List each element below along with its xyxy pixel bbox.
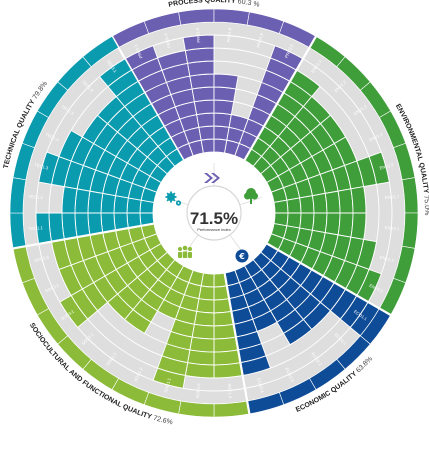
criterion-label: SOC1.1	[163, 377, 172, 393]
bar-cell-tec1-1	[48, 212, 65, 243]
criterion-label: ECO2.3	[284, 367, 295, 383]
criterion-label: PRO1.9	[255, 32, 264, 48]
center-disc: €	[153, 152, 275, 274]
bar-cell-pro1-6	[187, 60, 215, 77]
group-name: PROCESS QUALITY	[168, 0, 236, 9]
bar-cell-tec1-1	[87, 212, 104, 236]
bar-cell-pro1-6	[182, 34, 215, 52]
bar-cell-env1-7	[273, 199, 289, 214]
bar-cell-pro1-6	[184, 47, 215, 64]
bar-cell-pro1-6	[191, 86, 215, 103]
criterion-label: ECO2.4	[256, 378, 265, 394]
bar-cell-pro1-6	[198, 125, 215, 141]
criterion-label: TEC1.4	[45, 132, 61, 143]
group-separator	[12, 222, 155, 250]
bar-cell-soc1-6	[184, 362, 215, 379]
bar-cell-tec1-2	[113, 195, 129, 214]
criterion-label: ENV1.4	[368, 131, 384, 142]
criterion-label: ENV2.2	[379, 255, 395, 264]
criterion-band	[82, 35, 119, 68]
bar-cell-soc1-4	[213, 362, 244, 379]
bar-cell-tec1-2	[87, 190, 104, 214]
bar-cell-tec3-1	[98, 58, 133, 88]
criterion-label: SOC3.3	[34, 254, 50, 263]
bar-cell-env1-7	[324, 190, 341, 214]
bar-cell-env1-7	[311, 192, 328, 214]
bar-cell-soc1-4	[213, 336, 239, 353]
bar-cell-pro1-8	[213, 73, 239, 90]
bar-cell-env1-7	[350, 186, 367, 214]
group-score: 75.0%	[422, 193, 429, 215]
bar-cell-soc1-6	[193, 310, 215, 327]
bar-cell-pro1-6	[200, 138, 215, 154]
group-score: 72.6%	[150, 414, 173, 426]
bar-cell-pro1-8	[213, 86, 237, 103]
bar-cell-tec1-1	[35, 212, 53, 245]
criterion-label: TEC1.2	[29, 194, 44, 200]
chart-segments	[9, 8, 419, 418]
criterion-label: SOC1.6	[195, 383, 201, 399]
tree-icon	[244, 188, 258, 204]
group-caption-process: PROCESS QUALITY 60.3 %	[168, 0, 260, 9]
criterion-label: TEC1.3	[34, 162, 50, 171]
criterion-label: PRO1.1	[132, 43, 143, 59]
criterion-label: ENV1.7	[385, 194, 400, 200]
bar-cell-env1-7	[337, 188, 354, 214]
bar-cell-soc1-1	[152, 367, 186, 389]
bar-cell-tec1-2	[100, 192, 117, 214]
bar-cell-env1-7	[299, 195, 315, 214]
criterion-label: PRO1.8	[226, 27, 232, 43]
bar-cell-soc1-6	[196, 298, 215, 314]
bar-cell-soc1-6	[187, 349, 215, 366]
people-icon	[178, 245, 192, 258]
criterion-label: SOC1.2	[133, 366, 144, 382]
bar-cell-env2-1	[324, 212, 341, 236]
bar-cell-tec1-2	[74, 188, 91, 214]
group-separator	[266, 242, 392, 316]
criterion-label: PRO1.6	[195, 27, 201, 43]
svg-text:€: €	[238, 252, 245, 261]
bar-cell-eco2-2	[282, 318, 313, 346]
gear-icon	[165, 191, 182, 206]
bar-cell-tec1-1	[61, 212, 78, 240]
bar-cell-env1-5	[368, 151, 390, 185]
bar-cell-soc1-6	[191, 323, 215, 340]
bar-cell-pro1-8	[213, 112, 232, 128]
bar-cell-pro1-6	[196, 112, 215, 128]
criterion-label: ENV2.3	[369, 283, 385, 294]
criterion-label: SOC1.4	[227, 383, 233, 399]
criterion-label: SOC3.2	[44, 282, 60, 293]
process-icon	[204, 173, 220, 183]
group-separator	[223, 272, 251, 415]
criterion-label: PRO2.5	[284, 43, 295, 59]
bar-cell-env2-1	[311, 212, 328, 234]
bar-cell-env2-1	[350, 212, 367, 240]
overall-score: 71.5%	[190, 209, 238, 228]
bar-cell-env2-1	[299, 212, 315, 231]
bar-cell-tec1-2	[61, 186, 78, 214]
bar-cell-env1-7	[286, 197, 302, 214]
bar-cell-pro1-8	[213, 99, 235, 116]
group-score: 60.3 %	[235, 0, 260, 9]
bar-cell-env2-1	[337, 212, 354, 238]
criterion-label: ENV2.1	[385, 225, 400, 231]
bar-cell-soc1-6	[189, 336, 215, 353]
group-separator	[243, 35, 317, 161]
euro-icon: €	[235, 249, 249, 263]
bar-cell-pro1-6	[189, 73, 215, 90]
overall-label: Performance index	[197, 227, 231, 232]
bar-cell-soc1-4	[213, 323, 237, 340]
bar-cell-pro1-6	[193, 99, 215, 116]
bar-cell-tec1-1	[74, 212, 91, 238]
criterion-label: ENV1.5	[379, 162, 395, 171]
bar-cell-soc1-4	[213, 349, 241, 366]
criterion-label: PRO1.4	[163, 32, 172, 48]
criterion-label: TEC1.1	[28, 225, 43, 231]
